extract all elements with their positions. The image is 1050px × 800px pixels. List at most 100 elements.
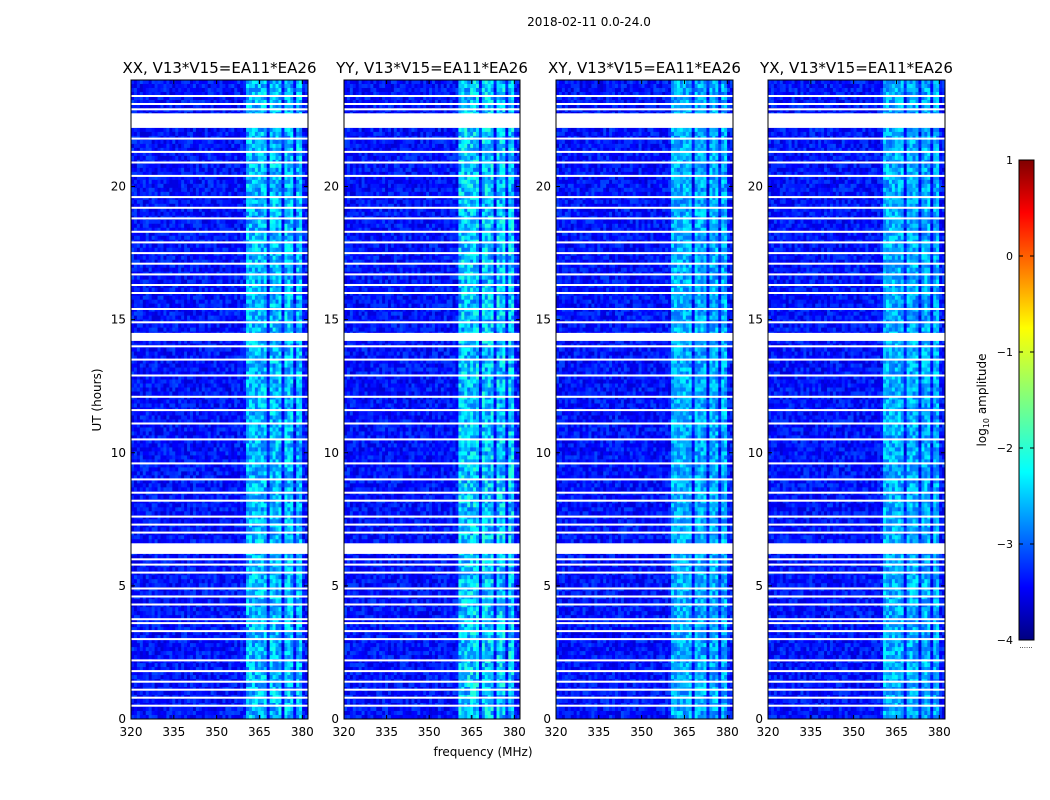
flagged-line <box>344 680 520 683</box>
flagged-line <box>344 587 520 590</box>
flagged-line <box>768 321 945 324</box>
y-tick-label: 10 <box>748 446 763 460</box>
panels-layer: XX, V13*V15=EA11*EA26 320 335 350 365 380 0 5 10… <box>111 59 953 739</box>
flagged-line <box>556 622 733 625</box>
flagged-line <box>131 108 308 111</box>
x-tick-label: 320 <box>333 725 356 739</box>
flagged-line <box>131 499 308 502</box>
flagged-line <box>768 680 945 683</box>
flagged-range <box>131 113 308 128</box>
flagged-line <box>344 273 520 276</box>
x-tick-label: 320 <box>545 725 568 739</box>
flagged-line <box>131 696 308 699</box>
flagged-line <box>768 395 945 398</box>
flagged-line <box>768 196 945 199</box>
flagged-line <box>768 571 945 574</box>
flagged-line <box>131 659 308 662</box>
flagged-line <box>344 622 520 625</box>
panel-2-title: YY, V13*V15=EA11*EA26 <box>335 59 528 77</box>
flagged-line <box>556 108 733 111</box>
x-tick-label: 350 <box>842 725 865 739</box>
flagged-range <box>768 543 945 554</box>
flagged-line <box>344 422 520 425</box>
x-tick-label: 335 <box>799 725 822 739</box>
flagged-line <box>556 659 733 662</box>
flagged-line <box>768 206 945 209</box>
flagged-line <box>556 409 733 412</box>
flagged-line <box>768 478 945 481</box>
y-tick-label: 5 <box>331 579 339 593</box>
y-tick-label: 0 <box>755 712 763 726</box>
y-axis-label: UT (hours) <box>90 368 104 431</box>
flagged-line <box>556 395 733 398</box>
flagged-line <box>344 150 520 153</box>
y-tick-label: 20 <box>748 180 763 194</box>
flagged-line <box>131 409 308 412</box>
flagged-line <box>556 292 733 294</box>
flagged-line <box>131 571 308 574</box>
flagged-line <box>768 563 945 566</box>
flagged-line <box>768 95 945 97</box>
x-tick-label: 350 <box>630 725 653 739</box>
flagged-line <box>768 688 945 691</box>
y-tick-label: 10 <box>536 446 551 460</box>
flagged-line <box>556 438 733 441</box>
flagged-line <box>556 680 733 683</box>
x-tick-label: 380 <box>928 725 951 739</box>
panel-4: YX, V13*V15=EA11*EA26 320 335 350 365 380 0 5 10… <box>748 59 953 739</box>
flagged-line <box>344 292 520 294</box>
y-tick-label: 15 <box>324 313 339 327</box>
flagged-line <box>344 704 520 707</box>
y-tick-label: 0 <box>118 712 126 726</box>
panel-3-title: XY, V13*V15=EA11*EA26 <box>548 59 741 77</box>
flagged-line <box>768 630 945 633</box>
flagged-line <box>556 252 733 255</box>
flagged-line <box>344 345 520 348</box>
panel-3-frame <box>555 79 734 720</box>
flagged-line <box>556 618 733 621</box>
flagged-line <box>344 161 520 164</box>
flagged-line <box>768 531 945 534</box>
x-tick-label: 320 <box>757 725 780 739</box>
panel-2-frame <box>343 79 521 720</box>
flagged-line <box>344 531 520 534</box>
flagged-line <box>556 478 733 481</box>
flagged-line <box>768 161 945 164</box>
panel-1-frame <box>130 79 309 720</box>
flagged-line <box>131 174 308 177</box>
flagged-line <box>131 273 308 276</box>
y-tick-label: 0 <box>543 712 551 726</box>
flagged-range <box>556 332 733 341</box>
flagged-range <box>131 543 308 554</box>
flagged-line <box>556 241 733 244</box>
flagged-line <box>344 262 520 265</box>
x-tick-label: 335 <box>587 725 610 739</box>
flagged-line <box>131 196 308 199</box>
flagged-line <box>768 595 945 598</box>
flagged-line <box>768 515 945 518</box>
flagged-line <box>768 230 945 233</box>
flagged-line <box>768 273 945 276</box>
flagged-line <box>131 374 308 377</box>
flagged-line <box>556 230 733 233</box>
flagged-line <box>556 670 733 673</box>
flagged-line <box>768 108 945 111</box>
flagged-line <box>556 174 733 177</box>
flagged-line <box>131 618 308 621</box>
flagged-line <box>344 252 520 255</box>
x-tick-label: 380 <box>503 725 526 739</box>
flagged-line <box>344 558 520 561</box>
flagged-line <box>344 696 520 699</box>
flagged-line <box>131 587 308 590</box>
flagged-line <box>344 395 520 398</box>
flagged-line <box>344 659 520 662</box>
flagged-line <box>131 558 308 561</box>
flagged-line <box>131 395 308 398</box>
flagged-line <box>556 273 733 276</box>
flagged-line <box>131 622 308 625</box>
x-tick-label: 335 <box>375 725 398 739</box>
x-tick-label: 380 <box>291 725 314 739</box>
panel-1: XX, V13*V15=EA11*EA26 320 335 350 365 380 0 5 10… <box>111 59 317 739</box>
flagged-line <box>768 308 945 310</box>
flagged-line <box>344 630 520 633</box>
